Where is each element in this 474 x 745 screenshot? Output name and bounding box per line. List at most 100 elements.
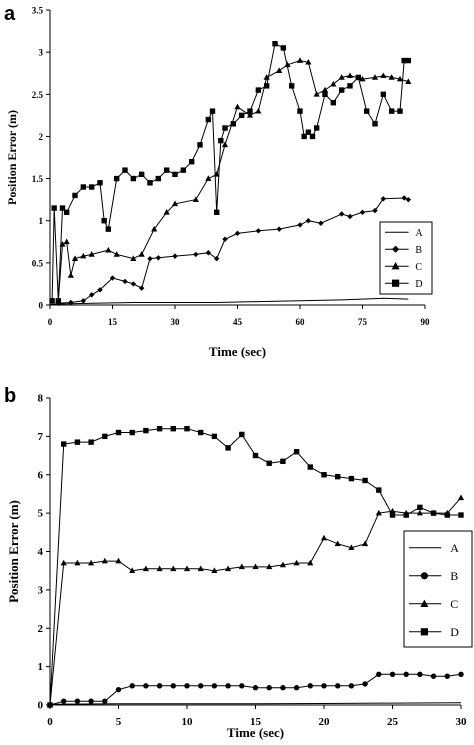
legend-box xyxy=(379,221,433,295)
x-tick-label: 30 xyxy=(171,317,181,327)
series-d-point xyxy=(266,460,272,466)
series-b-point xyxy=(109,275,116,281)
legend-b-marker xyxy=(392,245,400,253)
series-b-point xyxy=(347,213,353,220)
series-c-point xyxy=(171,200,179,207)
series-c-point xyxy=(266,563,273,570)
series-c-point xyxy=(60,559,67,566)
legend-box xyxy=(403,530,473,648)
legend-d-marker xyxy=(420,628,428,636)
series-c-point xyxy=(197,565,204,572)
series-d-point xyxy=(205,116,212,123)
series-c-point xyxy=(375,509,382,516)
series-b-point xyxy=(348,683,355,689)
series-d-point xyxy=(389,512,396,518)
series-d-point xyxy=(288,83,295,89)
series-d-point xyxy=(280,45,287,51)
series-b-point xyxy=(372,207,378,214)
series-d-point xyxy=(63,209,70,215)
x-tick-label: 25 xyxy=(387,716,399,728)
y-tick-label: 2.5 xyxy=(32,90,44,100)
series-d-point xyxy=(130,175,137,182)
series-b-point xyxy=(401,195,407,201)
x-tick-label: 10 xyxy=(182,716,194,728)
series-c-point xyxy=(284,61,291,68)
series-b-point xyxy=(193,251,199,258)
series-c-point xyxy=(416,509,423,516)
series-d-point xyxy=(170,426,176,432)
series-d-point xyxy=(129,429,135,436)
series-b-point xyxy=(147,255,153,262)
series-d-point xyxy=(72,192,78,199)
y-tick-label: 5 xyxy=(38,508,44,520)
series-b-point xyxy=(184,683,190,689)
series-c-point xyxy=(156,565,163,572)
series-c-point xyxy=(321,86,329,93)
legend-b-label: B xyxy=(450,569,458,583)
series-d-point xyxy=(376,487,382,493)
series-b-point xyxy=(129,683,135,689)
x-tick-label: 0 xyxy=(47,716,53,728)
series-d-point xyxy=(80,184,87,190)
series-b-point xyxy=(198,683,204,689)
series-d-point xyxy=(115,429,122,436)
series-b-point xyxy=(417,671,423,677)
y-tick-label: 0 xyxy=(38,700,44,712)
series-c-point xyxy=(380,72,387,79)
series-c-point xyxy=(320,534,328,541)
series-d-point xyxy=(225,445,231,451)
series-d-point xyxy=(363,108,370,114)
series-d-point xyxy=(51,205,57,211)
series-b-point xyxy=(225,683,231,689)
x-axis-title: Time (sec) xyxy=(209,344,266,359)
series-d-point xyxy=(218,137,224,144)
series-b-point xyxy=(430,673,437,679)
series-b-point xyxy=(321,683,327,689)
series-b-point xyxy=(102,698,108,704)
series-d-point xyxy=(338,87,345,93)
series-d-point xyxy=(97,180,103,186)
series-d-point xyxy=(88,439,94,445)
series-d-point xyxy=(307,464,313,470)
series-b-point xyxy=(338,211,345,217)
series-c-point xyxy=(255,107,262,114)
series-d-point xyxy=(101,218,107,224)
series-b-point xyxy=(293,685,300,691)
series-c-point xyxy=(115,557,122,564)
series-c-point xyxy=(346,72,354,79)
series-b-point xyxy=(458,671,464,677)
series-c-point xyxy=(234,103,241,110)
series-d-point xyxy=(301,133,307,140)
series-b-point xyxy=(266,685,272,691)
series-d-point xyxy=(272,41,278,47)
y-tick-label: 3 xyxy=(38,584,44,596)
series-b-point xyxy=(376,671,382,677)
series-c-point xyxy=(371,74,379,80)
series-d-point xyxy=(388,108,395,114)
series-d-point xyxy=(147,180,153,186)
series-d-point xyxy=(172,171,178,178)
series-c-point xyxy=(170,565,177,572)
series-b-point xyxy=(239,683,245,689)
series-d-point xyxy=(122,167,128,173)
series-c-point xyxy=(105,246,112,253)
y-tick-label: 0 xyxy=(39,301,44,311)
series-c-point xyxy=(67,272,74,278)
series-d-point xyxy=(209,108,216,114)
series-c-point xyxy=(334,540,341,547)
panel-a-letter: a xyxy=(4,3,16,25)
series-c-point xyxy=(130,255,137,261)
series-d-point xyxy=(380,91,387,97)
y-tick-label: 3 xyxy=(39,48,44,58)
series-d-point xyxy=(102,433,108,440)
series-c-point xyxy=(221,141,229,148)
series-d-point xyxy=(211,433,218,440)
series-d-point xyxy=(88,184,95,190)
series-b-point xyxy=(403,671,409,677)
series-b-point xyxy=(255,228,262,234)
series-c-point xyxy=(305,58,312,65)
series-d-point xyxy=(397,108,403,114)
y-tick-label: 0.5 xyxy=(32,258,44,268)
series-b-point xyxy=(318,220,324,226)
series-d-point xyxy=(252,452,259,459)
